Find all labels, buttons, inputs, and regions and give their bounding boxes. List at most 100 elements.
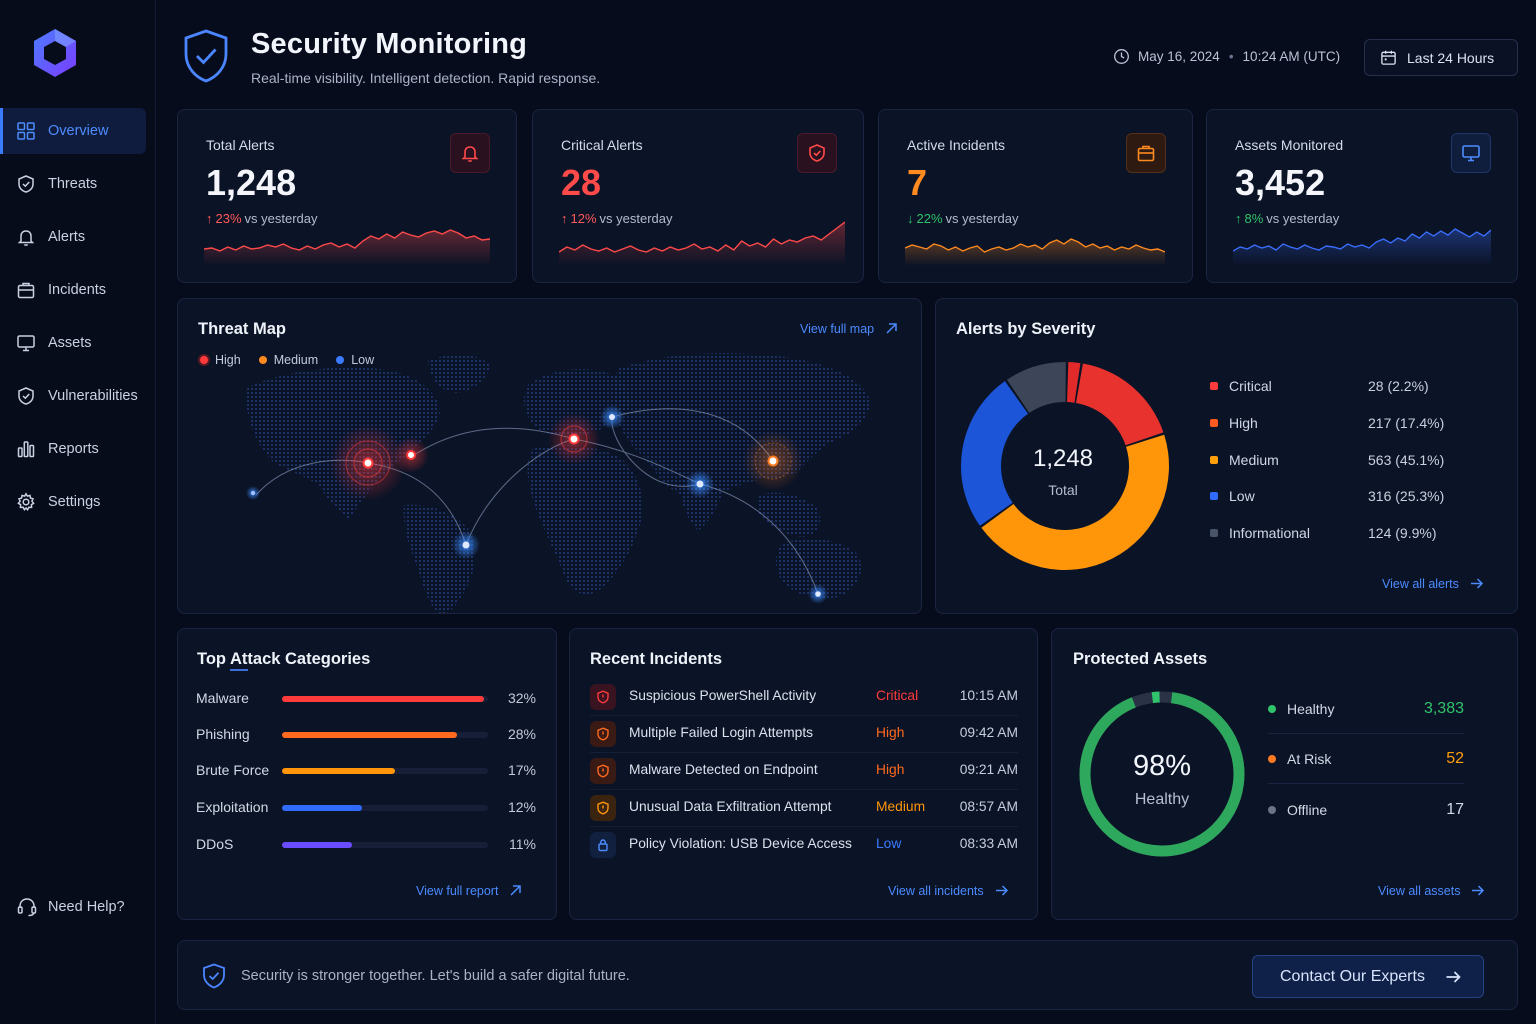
- donut-slice-informational[interactable]: [1006, 362, 1066, 413]
- attack-pct: 11%: [509, 836, 536, 852]
- kpi-value: 28: [561, 162, 602, 203]
- severity-swatch: [1210, 529, 1218, 537]
- asset-label: Healthy: [1287, 700, 1335, 717]
- sidebar-item-assets[interactable]: Assets: [0, 320, 146, 366]
- sidebar-item-incidents[interactable]: Incidents: [0, 267, 146, 313]
- incident-icon-box: [590, 684, 616, 710]
- asset-value: 17: [1446, 801, 1464, 818]
- sidebar-item-vulnerabilities[interactable]: Vulnerabilities: [0, 373, 146, 419]
- attack-bar-track: [282, 696, 488, 702]
- world-map[interactable]: [178, 299, 922, 614]
- sidebar-item-threats[interactable]: Threats: [0, 161, 146, 207]
- incident-list: Suspicious PowerShell Activity Critical …: [570, 679, 1039, 869]
- donut-total-value: 1,248: [1032, 445, 1094, 472]
- donut-slice-medium[interactable]: [981, 434, 1169, 570]
- attack-bar-track: [282, 842, 488, 848]
- asset-row-offline[interactable]: Offline 17: [1268, 785, 1464, 835]
- sidebar-item-reports[interactable]: Reports: [0, 426, 146, 472]
- incident-row[interactable]: Suspicious PowerShell Activity Critical …: [590, 679, 1018, 716]
- map-node-medium-china[interactable]: [743, 431, 803, 491]
- healthy-percent-label: Healthy: [1134, 791, 1190, 808]
- map-arc: [699, 483, 819, 595]
- severity-row-medium: Medium 563 (45.1%): [1210, 450, 1460, 470]
- kpi-sparkline: [559, 221, 845, 266]
- app-logo-icon[interactable]: [28, 26, 82, 80]
- bell-icon: [461, 146, 479, 162]
- attack-bar-fill: [282, 696, 484, 702]
- incident-row[interactable]: Policy Violation: USB Device Access Low …: [590, 827, 1018, 864]
- donut-slice-low[interactable]: [961, 381, 1029, 526]
- asset-value: 3,383: [1423, 699, 1464, 717]
- grid-icon: [17, 122, 35, 140]
- healthy-ring-chart[interactable]: [1077, 689, 1247, 859]
- map-node-low-middle-east[interactable]: [686, 470, 714, 498]
- kpi-delta-text: vs yesterday: [244, 211, 318, 226]
- sidebar-item-alerts[interactable]: Alerts: [0, 214, 146, 260]
- shield-icon: [18, 387, 34, 405]
- page-subtitle: Real-time visibility. Intelligent detect…: [251, 70, 601, 86]
- attack-bar-fill: [282, 842, 353, 848]
- bar-chart-icon: [17, 441, 35, 458]
- arrow-right-icon: [995, 885, 1008, 896]
- map-node-high-usa-east[interactable]: [393, 437, 429, 473]
- map-node-low-europe-north[interactable]: [600, 405, 624, 429]
- sidebar-item-settings[interactable]: Settings: [0, 479, 146, 525]
- incident-title: Policy Violation: USB Device Access: [629, 836, 852, 851]
- donut-slice-critical[interactable]: [1067, 362, 1081, 403]
- map-node-high-usa[interactable]: [330, 425, 406, 501]
- title-underline: [230, 669, 248, 671]
- contact-experts-button[interactable]: Contact Our Experts: [1252, 955, 1484, 998]
- current-datetime: May 16, 2024 • 10:24 AM (UTC): [1113, 48, 1340, 65]
- view-all-incidents-link[interactable]: View all incidents: [888, 883, 1009, 898]
- sparkline-area: [559, 222, 845, 266]
- protected-assets-card: Protected Assets 98% Healthy Healthy 3,3…: [1051, 628, 1518, 920]
- attack-row-brute-force[interactable]: Brute Force 17%: [196, 761, 536, 781]
- kpi-card-critical-alerts[interactable]: Critical Alerts 28 ↑ 12% vs yesterday: [532, 109, 864, 283]
- map-node-low-brazil[interactable]: [452, 531, 480, 559]
- donut-slice-high[interactable]: [1076, 363, 1164, 446]
- view-full-map-link[interactable]: View full map: [800, 321, 899, 336]
- asset-label: At Risk: [1287, 750, 1332, 767]
- link-label: View all incidents: [888, 883, 984, 898]
- map-node-high-europe[interactable]: [548, 413, 600, 465]
- kpi-card-total-alerts[interactable]: Total Alerts 1,248 ↑ 23% vs yesterday: [177, 109, 517, 283]
- time-range-button[interactable]: Last 24 Hours: [1364, 39, 1518, 76]
- time-range-label: Last 24 Hours: [1407, 49, 1495, 66]
- incident-row[interactable]: Unusual Data Exfiltration Attempt Medium…: [590, 790, 1018, 827]
- incident-title: Unusual Data Exfiltration Attempt: [629, 799, 832, 814]
- arrow-right-icon: [1470, 578, 1483, 589]
- asset-row-at-risk[interactable]: At Risk 52: [1268, 734, 1464, 784]
- incident-time: 08:57 AM: [959, 799, 1018, 814]
- link-label: View full report: [416, 883, 499, 898]
- headset-icon: [17, 898, 37, 917]
- sidebar-item-label: Alerts: [48, 229, 86, 245]
- map-south-america: [403, 504, 475, 613]
- arrow-right-icon: [1472, 885, 1485, 896]
- severity-donut-chart[interactable]: [960, 361, 1170, 571]
- attack-bar-track: [282, 805, 488, 811]
- kpi-card-assets-monitored[interactable]: Assets Monitored 3,452 ↑ 8% vs yesterday: [1206, 109, 1518, 283]
- view-all-assets-link[interactable]: View all assets: [1378, 883, 1485, 898]
- view-all-alerts-link[interactable]: View all alerts: [1382, 576, 1484, 591]
- view-full-report-link[interactable]: View full report: [416, 883, 523, 898]
- incident-row[interactable]: Multiple Failed Login Attempts High 09:4…: [590, 716, 1018, 753]
- attack-row-malware[interactable]: Malware 32%: [196, 689, 536, 709]
- kpi-delta: ↑ 12% vs yesterday: [561, 211, 673, 226]
- help-link[interactable]: Need Help?: [16, 896, 125, 918]
- attack-row-phishing[interactable]: Phishing 28%: [196, 725, 536, 745]
- attack-label: DDoS: [196, 836, 234, 852]
- healthy-percent: 98%: [1132, 750, 1192, 782]
- map-node-low-australia[interactable]: [808, 584, 828, 604]
- kpi-card-active-incidents[interactable]: Active Incidents 7 ↓ 22% vs yesterday: [878, 109, 1193, 283]
- sidebar-item-overview[interactable]: Overview: [0, 108, 146, 154]
- threat-map-card: Threat Map View full map High Medium Low: [177, 298, 922, 614]
- asset-row-healthy[interactable]: Healthy 3,383: [1268, 684, 1464, 734]
- incident-row[interactable]: Malware Detected on Endpoint High 09:21 …: [590, 753, 1018, 790]
- map-node-low-pacific[interactable]: [246, 486, 260, 500]
- kpi-value: 7: [907, 162, 928, 203]
- sidebar-item-label: Vulnerabilities: [48, 388, 138, 404]
- kpi-sparkline: [1233, 228, 1491, 266]
- attack-row-exploitation[interactable]: Exploitation 12%: [196, 798, 536, 818]
- attack-row-ddos[interactable]: DDoS 11%: [196, 835, 536, 855]
- sidebar-nav: Overview Threats Alerts Incidents Assets…: [0, 108, 156, 532]
